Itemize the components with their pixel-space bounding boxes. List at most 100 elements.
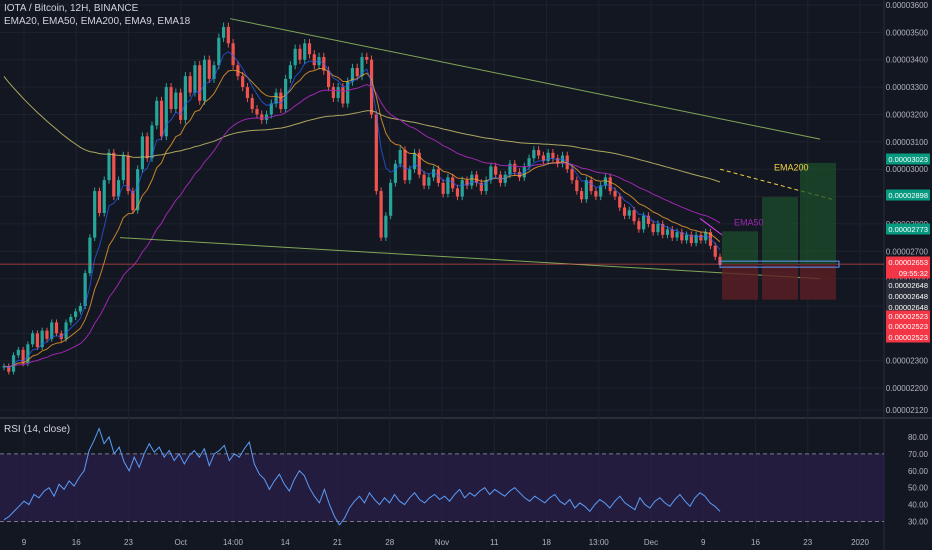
candle-body — [556, 158, 560, 164]
y-tick-label: 0.00003200 — [886, 110, 929, 119]
candle-body — [131, 191, 135, 211]
candle-body — [269, 103, 273, 115]
candle-body — [451, 177, 455, 189]
candle-body — [88, 237, 92, 274]
candle-body — [651, 223, 655, 233]
candle-body — [441, 182, 445, 194]
x-tick-label: 18 — [542, 538, 551, 547]
rsi-tick-label: 30.00 — [908, 518, 929, 527]
candle-body — [379, 191, 383, 238]
candle-body — [489, 166, 493, 181]
rsi-tick-label: 60.00 — [908, 467, 929, 476]
candle-body — [398, 150, 402, 164]
candle-body — [432, 169, 436, 178]
ema200-annotation: EMA200 — [774, 163, 809, 173]
price-badge-text: 0.00002648 — [888, 303, 928, 312]
rsi-title: RSI (14, close) — [4, 424, 71, 435]
candle-body — [279, 92, 283, 109]
candle-body — [675, 232, 679, 238]
y-tick-label: 0.00003600 — [886, 1, 929, 10]
candle-body — [622, 207, 627, 216]
price-badge-text: 09:55:32 — [899, 269, 928, 278]
x-tick-label: 14 — [281, 538, 290, 547]
candle-body — [136, 169, 140, 211]
ema50-annotation: EMA50 — [734, 217, 764, 227]
candle-body — [116, 180, 121, 197]
candle-body — [179, 92, 183, 120]
candle-body — [260, 114, 264, 120]
rsi-tick-label: 50.00 — [908, 484, 929, 493]
candle-body — [74, 311, 78, 317]
candle-body — [2, 366, 6, 368]
candle-body — [579, 191, 584, 200]
candle-body — [584, 180, 588, 200]
candle-body — [408, 169, 412, 181]
candle-body — [422, 174, 426, 186]
price-badge-text: 0.00002898 — [888, 191, 928, 200]
candle-body — [264, 114, 269, 120]
candle-body — [93, 191, 97, 238]
candle-body — [613, 191, 617, 197]
x-tick-label: 23 — [124, 538, 133, 547]
target-zone — [722, 231, 758, 265]
candle-body — [112, 152, 116, 197]
candle-body — [183, 76, 187, 120]
candle-body — [665, 229, 670, 235]
candle-body — [393, 163, 398, 183]
x-tick-label: 28 — [385, 538, 394, 547]
candle-body — [546, 152, 550, 161]
y-tick-label: 0.00003000 — [886, 165, 929, 174]
candle-body — [245, 87, 250, 99]
candle-body — [303, 43, 307, 60]
price-badge-text: 0.00002773 — [888, 225, 928, 234]
candle-body — [594, 191, 598, 197]
price-badge — [886, 290, 930, 302]
wedge-lower-line — [119, 237, 821, 280]
stop-zone — [800, 264, 836, 300]
candle-body — [541, 155, 545, 161]
candle-body — [221, 26, 226, 38]
candle-body — [427, 177, 431, 186]
candle-body — [188, 76, 192, 93]
candle-body — [637, 221, 641, 230]
candle-body — [241, 76, 245, 88]
candle-body — [527, 158, 531, 167]
candle-body — [107, 152, 111, 181]
candle-body — [11, 355, 16, 372]
ema9-line — [3, 50, 721, 369]
candle-body — [78, 306, 82, 312]
candle-body — [474, 174, 479, 183]
y-tick-label: 0.00002300 — [886, 357, 929, 366]
y-tick-label: 0.00002200 — [886, 384, 929, 393]
candle-body — [174, 92, 178, 109]
price-badge-text: 0.00002653 — [888, 258, 928, 267]
candle-body — [670, 229, 674, 238]
candle-body — [145, 136, 149, 159]
x-tick-label: 9 — [22, 538, 27, 547]
y-tick-label: 0.00003300 — [886, 83, 929, 92]
candle-body — [16, 349, 20, 356]
candle-body — [155, 100, 159, 126]
candle-body — [684, 234, 689, 241]
candle-body — [293, 48, 297, 66]
candle-body — [312, 54, 316, 66]
candle-body — [126, 155, 130, 192]
candle-body — [326, 70, 331, 88]
x-tick-label: Dec — [644, 538, 658, 547]
candle-body — [202, 59, 207, 101]
candle-body — [169, 87, 173, 109]
candle-body — [35, 333, 40, 348]
candle-body — [350, 67, 355, 82]
candle-body — [460, 180, 464, 197]
candle-body — [503, 174, 507, 183]
price-badge — [886, 301, 930, 313]
candle-body — [589, 180, 593, 192]
candle-body — [21, 349, 25, 364]
price-badge — [886, 223, 930, 235]
ema200-line — [3, 76, 721, 183]
x-tick-label: 9 — [701, 538, 706, 547]
candle-body — [45, 330, 49, 339]
rsi-line — [3, 427, 721, 526]
candle-body — [97, 191, 102, 213]
